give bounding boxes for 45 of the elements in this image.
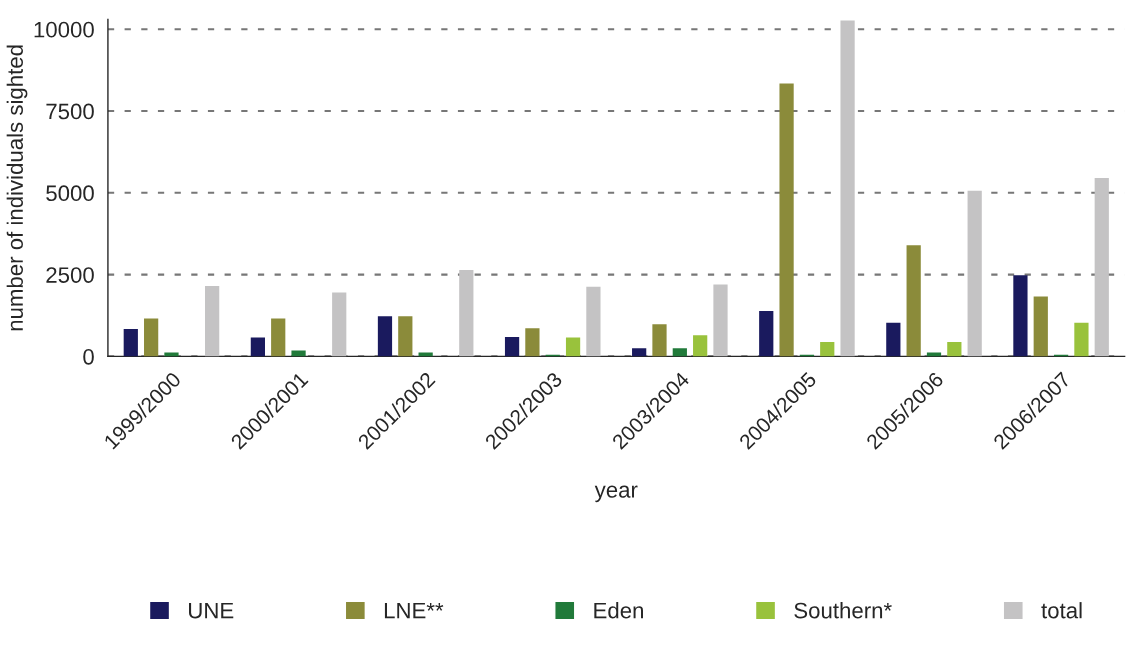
- y-tick-label: 5000: [46, 185, 94, 202]
- bar: [525, 328, 540, 357]
- bar: [459, 270, 474, 357]
- bar: [967, 190, 982, 357]
- bar: [906, 245, 921, 357]
- y-tick-label: 2500: [46, 267, 94, 283]
- bar: [271, 318, 286, 357]
- bar: [123, 328, 138, 357]
- legend-label: LNE**: [384, 602, 444, 619]
- bar: [886, 322, 901, 357]
- bar: [164, 352, 179, 357]
- bar: [418, 352, 433, 357]
- bar: [632, 348, 647, 357]
- y-tick-label: 0: [83, 348, 94, 365]
- bar: [250, 337, 265, 357]
- legend-label: UNE: [189, 602, 234, 619]
- bar: [1033, 296, 1048, 357]
- bar: [926, 352, 942, 357]
- bar: [1094, 178, 1109, 357]
- x-axis-title: year: [594, 485, 638, 503]
- legend-label: total: [1041, 602, 1082, 619]
- bar: [1013, 275, 1028, 357]
- y-axis-title: number of individuals sighted: [6, 45, 28, 331]
- legend-label: Eden: [594, 602, 643, 619]
- bar: [565, 337, 581, 357]
- bar: [205, 286, 220, 357]
- bar: [652, 324, 667, 357]
- y-tick-label: 7500: [46, 103, 94, 120]
- bar: [144, 318, 159, 357]
- bar: [504, 337, 520, 357]
- bar: [332, 292, 347, 357]
- bar: [693, 335, 708, 357]
- bar: [779, 83, 794, 357]
- bar: [398, 316, 413, 357]
- bar: [820, 342, 835, 357]
- bar: [759, 310, 774, 357]
- bar: [377, 316, 393, 357]
- bar: [672, 348, 687, 357]
- bar: [586, 286, 601, 357]
- bar: [713, 284, 728, 357]
- bar: [840, 20, 855, 357]
- y-tick-label: 10000: [34, 21, 94, 38]
- bar: [947, 342, 962, 357]
- legend-label: Southern*: [794, 602, 892, 619]
- bar: [1074, 322, 1089, 357]
